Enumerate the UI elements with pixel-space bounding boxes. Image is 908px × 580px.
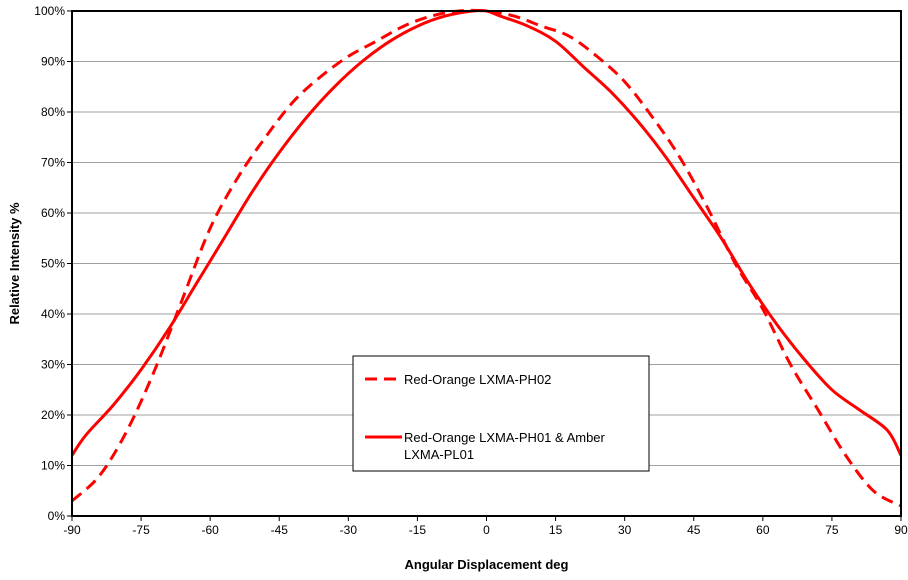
y-axis-title: Relative Intensity % <box>7 202 22 325</box>
x-tick-label: 30 <box>618 523 632 537</box>
x-axis-title: Angular Displacement deg <box>405 557 569 572</box>
y-tick-label: 70% <box>41 156 65 170</box>
x-tick-label: 0 <box>483 523 490 537</box>
y-tick-label: 80% <box>41 105 65 119</box>
y-tick-label: 10% <box>41 459 65 473</box>
x-tick-label: -45 <box>271 523 289 537</box>
x-tick-label: -90 <box>63 523 81 537</box>
x-tick-label: -15 <box>409 523 427 537</box>
legend-label-series-1: Red-Orange LXMA-PH02 <box>404 372 551 387</box>
legend-label-line-2: LXMA-PL01 <box>404 447 474 462</box>
x-tick-label: -60 <box>201 523 219 537</box>
y-tick-label: 50% <box>41 257 65 271</box>
legend: Red-Orange LXMA-PH02 Red-Orange LXMA-PH0… <box>352 355 650 472</box>
y-tick-label: 0% <box>48 509 66 523</box>
legend-label-line-1: Red-Orange LXMA-PH01 & Amber <box>404 430 606 445</box>
y-tick-label: 20% <box>41 408 65 422</box>
x-tick-label: 60 <box>756 523 770 537</box>
x-tick-label: 45 <box>687 523 701 537</box>
y-tick-label: 40% <box>41 307 65 321</box>
x-tick-label: -75 <box>132 523 150 537</box>
axes: 0% 10% 20% 30% 40% 50% 60% 70% 80% 90% 100% -90 -75 -… <box>34 4 908 537</box>
legend-label-series-2: Red-Orange LXMA-PH01 & Amber LXMA-PL01 <box>404 430 606 462</box>
series-line-dashed <box>70 8 902 508</box>
y-tick-label: 100% <box>34 4 65 18</box>
y-tick-label: 60% <box>41 206 65 220</box>
x-tick-label: 75 <box>825 523 839 537</box>
y-tick-label: 90% <box>41 55 65 69</box>
x-tick-label: 90 <box>894 523 908 537</box>
legend-box <box>352 355 650 472</box>
y-tick-label: 30% <box>41 358 65 372</box>
x-tick-label: 15 <box>549 523 563 537</box>
x-tick-label: -30 <box>340 523 358 537</box>
